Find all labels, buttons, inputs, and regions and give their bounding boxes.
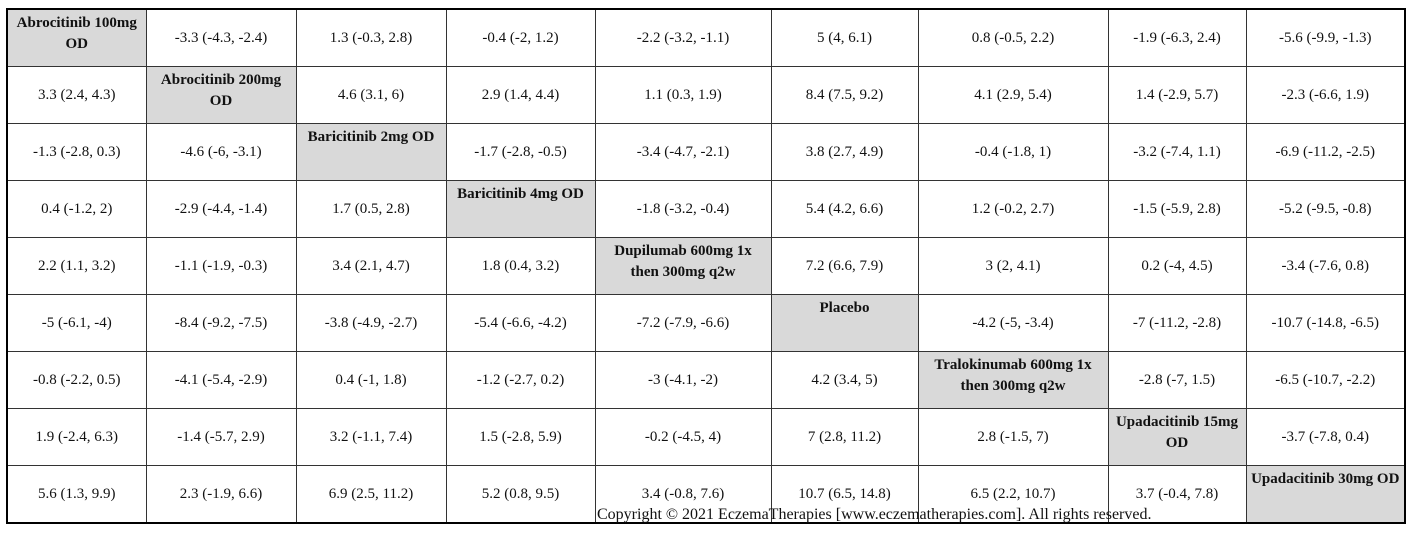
comparison-cell: -2.3 (-6.6, 1.9)	[1245, 66, 1406, 124]
comparison-cell: 0.8 (-0.5, 2.2)	[917, 8, 1109, 67]
comparison-cell: -3 (-4.1, -2)	[594, 351, 772, 409]
comparison-cell: 4.6 (3.1, 6)	[295, 66, 447, 124]
comparison-cell: -1.4 (-5.7, 2.9)	[145, 408, 297, 466]
comparison-cell: 2.2 (1.1, 3.2)	[6, 237, 147, 295]
copyright-notice: Copyright © 2021 EczemaTherapies [www.ec…	[597, 506, 1152, 523]
comparison-cell: 1.7 (0.5, 2.8)	[295, 180, 447, 238]
comparison-cell: -4.2 (-5, -3.4)	[917, 294, 1109, 352]
comparison-cell: 3.4 (2.1, 4.7)	[295, 237, 447, 295]
comparison-cell: 2.3 (-1.9, 6.6)	[145, 465, 297, 524]
comparison-cell: -0.4 (-1.8, 1)	[917, 123, 1109, 181]
comparison-cell: 1.8 (0.4, 3.2)	[445, 237, 596, 295]
comparison-cell: -6.9 (-11.2, -2.5)	[1245, 123, 1406, 181]
comparison-cell: -4.6 (-6, -3.1)	[145, 123, 297, 181]
comparison-cell: 6.5 (2.2, 10.7)	[917, 465, 1109, 524]
treatment-label-cell: Tralokinumab 600mg 1x then 300mg q2w	[917, 351, 1109, 409]
comparison-cell: -6.5 (-10.7, -2.2)	[1245, 351, 1406, 409]
comparison-cell: -3.2 (-7.4, 1.1)	[1107, 123, 1247, 181]
comparison-cell: 5.4 (4.2, 6.6)	[770, 180, 919, 238]
comparison-cell: -2.2 (-3.2, -1.1)	[594, 8, 772, 67]
comparison-cell: -3.4 (-4.7, -2.1)	[594, 123, 772, 181]
comparison-cell: 6.9 (2.5, 11.2)	[295, 465, 447, 524]
table-row: 1.9 (-2.4, 6.3) -1.4 (-5.7, 2.9) 3.2 (-1.1…	[6, 408, 1406, 466]
treatment-label-cell: Upadacitinib 30mg OD	[1245, 465, 1406, 524]
comparison-cell: -0.2 (-4.5, 4)	[594, 408, 772, 466]
comparison-cell: -1.7 (-2.8, -0.5)	[445, 123, 596, 181]
treatment-label-cell: Abrocitinib 200mg OD	[145, 66, 297, 124]
comparison-cell: -7 (-11.2, -2.8)	[1107, 294, 1247, 352]
treatment-label-cell: Upadacitinib 15mg OD	[1107, 408, 1247, 466]
comparison-cell: -4.1 (-5.4, -2.9)	[145, 351, 297, 409]
comparison-cell: -5.6 (-9.9, -1.3)	[1245, 8, 1406, 67]
comparison-cell: 5 (4, 6.1)	[770, 8, 919, 67]
comparison-cell: 0.4 (-1, 1.8)	[295, 351, 447, 409]
comparison-cell: -2.9 (-4.4, -1.4)	[145, 180, 297, 238]
comparison-cell: -7.2 (-7.9, -6.6)	[594, 294, 772, 352]
treatment-label-cell: Baricitinib 4mg OD	[445, 180, 596, 238]
comparison-cell: 0.4 (-1.2, 2)	[6, 180, 147, 238]
table-body: Abrocitinib 100mg OD -3.3 (-4.3, -2.4) 1.3…	[6, 8, 1406, 524]
comparison-cell: -1.3 (-2.8, 0.3)	[6, 123, 147, 181]
comparison-cell: 3.7 (-0.4, 7.8)	[1107, 465, 1247, 524]
comparison-cell: -1.5 (-5.9, 2.8)	[1107, 180, 1247, 238]
comparison-cell: 1.5 (-2.8, 5.9)	[445, 408, 596, 466]
comparison-cell: 4.2 (3.4, 5)	[770, 351, 919, 409]
comparison-cell: -5.4 (-6.6, -4.2)	[445, 294, 596, 352]
table-row: Abrocitinib 100mg OD -3.3 (-4.3, -2.4) 1.3…	[6, 8, 1406, 67]
comparison-cell: 3.8 (2.7, 4.9)	[770, 123, 919, 181]
comparison-cell: -1.8 (-3.2, -0.4)	[594, 180, 772, 238]
comparison-cell: -3.8 (-4.9, -2.7)	[295, 294, 447, 352]
table-row: 5.6 (1.3, 9.9) 2.3 (-1.9, 6.6) 6.9 (2.5, 1…	[6, 465, 1406, 524]
comparison-cell: 0.2 (-4, 4.5)	[1107, 237, 1247, 295]
comparison-cell: -5.2 (-9.5, -0.8)	[1245, 180, 1406, 238]
treatment-label-cell: Placebo	[770, 294, 919, 352]
comparison-cell: 1.1 (0.3, 1.9)	[594, 66, 772, 124]
comparison-cell: 4.1 (2.9, 5.4)	[917, 66, 1109, 124]
comparison-cell: -0.8 (-2.2, 0.5)	[6, 351, 147, 409]
comparison-cell: -5 (-6.1, -4)	[6, 294, 147, 352]
comparison-cell: 1.4 (-2.9, 5.7)	[1107, 66, 1247, 124]
table-row: 0.4 (-1.2, 2) -2.9 (-4.4, -1.4) 1.7 (0.5, …	[6, 180, 1406, 238]
comparison-cell: -3.3 (-4.3, -2.4)	[145, 8, 297, 67]
table-row: -1.3 (-2.8, 0.3) -4.6 (-6, -3.1) Baricitin…	[6, 123, 1406, 181]
comparison-cell: 5.2 (0.8, 9.5)	[445, 465, 596, 524]
comparison-cell: 3 (2, 4.1)	[917, 237, 1109, 295]
table-row: -0.8 (-2.2, 0.5) -4.1 (-5.4, -2.9) 0.4 (-1…	[6, 351, 1406, 409]
treatment-label-cell: Baricitinib 2mg OD	[295, 123, 447, 181]
comparison-cell: 2.8 (-1.5, 7)	[917, 408, 1109, 466]
comparison-cell: 2.9 (1.4, 4.4)	[445, 66, 596, 124]
league-table: Abrocitinib 100mg OD -3.3 (-4.3, -2.4) 1.3…	[6, 8, 1406, 524]
table-row: 3.3 (2.4, 4.3) Abrocitinib 200mg OD 4.6 (3…	[6, 66, 1406, 124]
comparison-cell: -3.4 (-7.6, 0.8)	[1245, 237, 1406, 295]
treatment-label-cell: Abrocitinib 100mg OD	[6, 8, 147, 67]
comparison-cell: 8.4 (7.5, 9.2)	[770, 66, 919, 124]
comparison-cell: -10.7 (-14.8, -6.5)	[1245, 294, 1406, 352]
comparison-cell: -8.4 (-9.2, -7.5)	[145, 294, 297, 352]
comparison-cell: -0.4 (-2, 1.2)	[445, 8, 596, 67]
comparison-cell: 3.2 (-1.1, 7.4)	[295, 408, 447, 466]
comparison-cell: 7 (2.8, 11.2)	[770, 408, 919, 466]
comparison-cell: 3.3 (2.4, 4.3)	[6, 66, 147, 124]
treatment-label-cell: Dupilumab 600mg 1x then 300mg q2w	[594, 237, 772, 295]
comparison-cell: -1.2 (-2.7, 0.2)	[445, 351, 596, 409]
comparison-cell: -1.9 (-6.3, 2.4)	[1107, 8, 1247, 67]
table-row: 2.2 (1.1, 3.2) -1.1 (-1.9, -0.3) 3.4 (2.1,…	[6, 237, 1406, 295]
comparison-cell: 1.3 (-0.3, 2.8)	[295, 8, 447, 67]
comparison-cell: 1.9 (-2.4, 6.3)	[6, 408, 147, 466]
comparison-cell: -1.1 (-1.9, -0.3)	[145, 237, 297, 295]
comparison-cell: 5.6 (1.3, 9.9)	[6, 465, 147, 524]
comparison-cell: 7.2 (6.6, 7.9)	[770, 237, 919, 295]
comparison-cell: -2.8 (-7, 1.5)	[1107, 351, 1247, 409]
comparison-cell: -3.7 (-7.8, 0.4)	[1245, 408, 1406, 466]
table-row: -5 (-6.1, -4) -8.4 (-9.2, -7.5) -3.8 (-4.9…	[6, 294, 1406, 352]
comparison-cell: 1.2 (-0.2, 2.7)	[917, 180, 1109, 238]
